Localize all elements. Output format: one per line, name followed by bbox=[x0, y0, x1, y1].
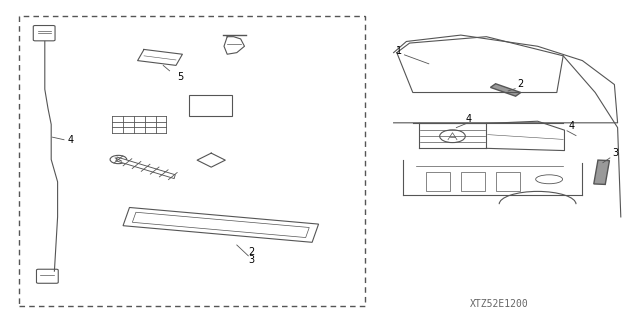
Text: 4: 4 bbox=[568, 121, 575, 131]
Polygon shape bbox=[594, 160, 609, 184]
Bar bbox=[19, 16, 365, 306]
Text: XTZ52E1200: XTZ52E1200 bbox=[470, 300, 529, 309]
Bar bbox=[426, 172, 450, 191]
Text: 4: 4 bbox=[67, 135, 74, 145]
Circle shape bbox=[110, 155, 127, 164]
Polygon shape bbox=[490, 84, 521, 96]
Text: 2: 2 bbox=[248, 247, 255, 257]
Bar bbox=[461, 172, 485, 191]
Text: 4: 4 bbox=[466, 114, 472, 124]
Text: 1: 1 bbox=[396, 46, 402, 56]
Bar bbox=[189, 95, 232, 116]
Bar bbox=[496, 172, 520, 191]
Text: 3: 3 bbox=[248, 255, 255, 265]
Text: 5: 5 bbox=[177, 72, 184, 82]
Text: 3: 3 bbox=[612, 148, 618, 158]
Text: 2: 2 bbox=[517, 79, 524, 89]
